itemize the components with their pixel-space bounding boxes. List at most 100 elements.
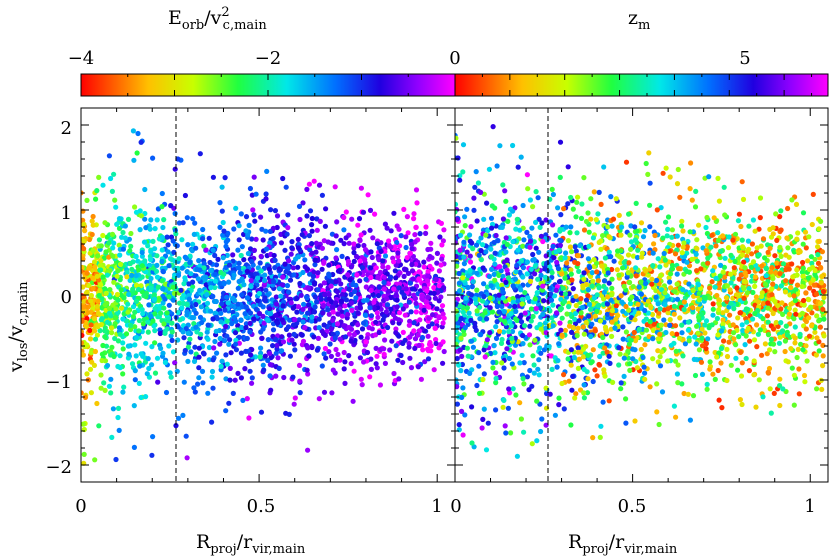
scatter-point bbox=[98, 372, 104, 378]
scatter-point bbox=[332, 335, 338, 341]
scatter-point bbox=[440, 360, 446, 366]
scatter-point bbox=[513, 226, 519, 232]
scatter-point bbox=[108, 175, 114, 182]
scatter-point bbox=[791, 316, 797, 322]
scatter-point bbox=[609, 276, 615, 282]
scatter-point bbox=[102, 334, 108, 340]
scatter-point bbox=[220, 219, 226, 226]
scatter-point bbox=[800, 347, 806, 353]
scatter-point bbox=[590, 278, 596, 284]
scatter-point bbox=[231, 226, 237, 232]
scatter-point bbox=[630, 356, 636, 362]
scatter-point bbox=[258, 345, 264, 351]
scatter-point bbox=[415, 364, 421, 370]
scatter-point bbox=[345, 258, 351, 265]
scatter-point bbox=[467, 259, 474, 265]
scatter-point bbox=[411, 216, 417, 222]
scatter-point bbox=[84, 289, 90, 295]
scatter-point bbox=[312, 304, 318, 310]
scatter-point bbox=[793, 201, 800, 207]
scatter-point bbox=[628, 239, 635, 245]
scatter-point bbox=[783, 323, 789, 329]
scatter-point bbox=[436, 283, 442, 289]
scatter-point bbox=[743, 333, 749, 339]
scatter-point bbox=[339, 313, 345, 319]
scatter-point bbox=[486, 166, 492, 172]
scatter-point bbox=[705, 336, 711, 342]
scatter-point bbox=[104, 362, 111, 369]
scatter-point bbox=[89, 359, 95, 365]
scatter-point bbox=[305, 285, 311, 291]
scatter-point bbox=[497, 143, 503, 149]
scatter-point bbox=[736, 276, 742, 282]
scatter-point bbox=[581, 390, 587, 396]
scatter-point bbox=[210, 293, 216, 299]
scatter-point bbox=[750, 316, 756, 322]
scatter-point bbox=[775, 302, 781, 309]
scatter-point bbox=[325, 239, 331, 245]
scatter-point bbox=[489, 309, 496, 315]
scatter-point bbox=[342, 380, 348, 386]
scatter-point bbox=[243, 228, 249, 234]
scatter-point bbox=[382, 360, 388, 366]
scatter-point bbox=[117, 277, 123, 283]
scatter-point bbox=[570, 373, 576, 379]
scatter-point bbox=[139, 263, 145, 269]
scatter-point bbox=[355, 322, 361, 328]
scatter-point bbox=[600, 350, 606, 356]
scatter-point bbox=[460, 142, 467, 148]
scatter-point bbox=[125, 216, 132, 222]
scatter-point bbox=[434, 250, 440, 256]
scatter-point bbox=[162, 359, 168, 366]
scatter-point bbox=[579, 304, 586, 311]
scatter-point bbox=[224, 252, 230, 258]
colorbar-left-tick: 0 bbox=[449, 48, 460, 69]
scatter-point bbox=[401, 292, 407, 298]
scatter-point bbox=[767, 386, 773, 392]
scatter-point bbox=[298, 292, 304, 298]
scatter-point bbox=[161, 217, 167, 223]
scatter-point bbox=[596, 189, 602, 195]
scatter-point bbox=[84, 342, 90, 348]
scatter-point bbox=[160, 224, 166, 231]
scatter-point bbox=[796, 391, 802, 397]
scatter-point bbox=[88, 292, 94, 299]
scatter-point bbox=[227, 377, 233, 383]
scatter-point bbox=[578, 296, 584, 302]
scatter-point bbox=[515, 298, 521, 304]
scatter-point bbox=[738, 223, 744, 230]
scatter-point bbox=[791, 249, 797, 255]
scatter-point bbox=[416, 269, 422, 275]
scatter-point bbox=[609, 292, 615, 298]
scatter-point bbox=[168, 234, 175, 240]
scatter-point bbox=[145, 356, 151, 362]
scatter-point bbox=[412, 295, 418, 302]
scatter-point bbox=[148, 249, 154, 255]
scatter-point bbox=[805, 258, 811, 264]
scatter-point bbox=[439, 242, 445, 248]
scatter-point bbox=[333, 279, 339, 285]
scatter-point bbox=[661, 317, 667, 323]
scatter-point bbox=[93, 196, 99, 202]
scatter-point bbox=[431, 285, 437, 291]
scatter-point bbox=[270, 235, 276, 242]
scatter-point bbox=[456, 270, 462, 277]
scatter-point bbox=[696, 297, 702, 303]
scatter-point bbox=[169, 337, 175, 343]
scatter-point bbox=[427, 253, 433, 260]
scatter-point bbox=[150, 238, 156, 244]
scatter-point bbox=[297, 216, 303, 223]
scatter-point bbox=[500, 273, 506, 279]
scatter-point bbox=[752, 283, 758, 289]
scatter-point bbox=[205, 336, 211, 342]
scatter-point bbox=[359, 326, 366, 332]
scatter-point bbox=[357, 304, 363, 310]
scatter-point bbox=[812, 329, 818, 335]
scatter-point bbox=[550, 191, 557, 198]
scatter-point bbox=[173, 231, 179, 237]
scatter-point bbox=[412, 345, 418, 351]
scatter-point bbox=[441, 285, 447, 291]
scatter-point bbox=[82, 228, 88, 234]
scatter-point bbox=[682, 341, 689, 347]
scatter-point bbox=[698, 266, 704, 272]
